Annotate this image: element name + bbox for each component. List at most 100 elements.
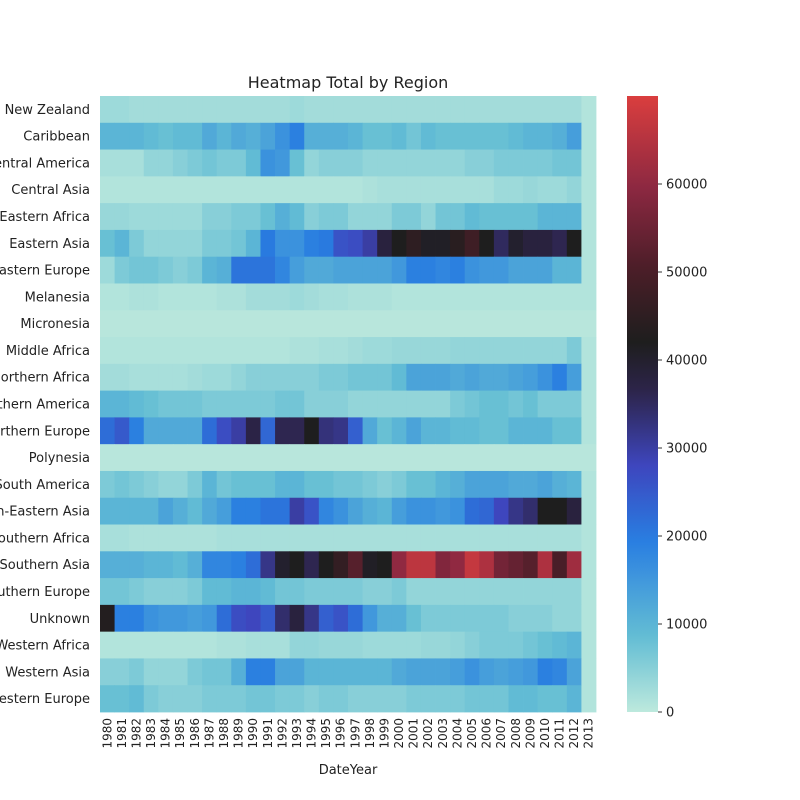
heatmap-cell xyxy=(362,96,378,124)
heatmap-cell xyxy=(202,229,218,258)
x-tick-label: 1999 xyxy=(377,718,391,749)
heatmap-cell xyxy=(391,390,407,418)
y-tick-label: Polynesia xyxy=(29,451,90,466)
heatmap-cell xyxy=(435,203,451,231)
heatmap-cell xyxy=(406,390,422,418)
heatmap-cell xyxy=(406,203,422,231)
heatmap-cell xyxy=(391,631,407,659)
heatmap-cell xyxy=(304,203,320,231)
heatmap-cell xyxy=(245,96,261,124)
heatmap-cell xyxy=(523,444,539,472)
heatmap-cell xyxy=(508,417,524,445)
heatmap-cell xyxy=(450,470,466,499)
heatmap-cell xyxy=(143,176,159,204)
heatmap-cell xyxy=(450,229,466,258)
heatmap-cell xyxy=(289,470,305,499)
heatmap-cell xyxy=(581,417,597,445)
heatmap-cell xyxy=(479,685,495,713)
heatmap-cell xyxy=(391,122,407,150)
heatmap-cell xyxy=(275,203,291,231)
heatmap-cell xyxy=(435,96,451,124)
x-tick-label: 1980 xyxy=(100,718,114,749)
heatmap-cell xyxy=(216,578,232,606)
heatmap-cell xyxy=(537,578,553,606)
heatmap-cell xyxy=(377,685,393,713)
heatmap-cell xyxy=(260,229,276,258)
heatmap-cell xyxy=(100,524,115,552)
heatmap-cell xyxy=(377,524,393,552)
heatmap-cell xyxy=(377,444,393,472)
heatmap-cell xyxy=(479,470,495,499)
heatmap-cell xyxy=(172,149,188,177)
x-axis-label: DateYear xyxy=(319,763,378,778)
heatmap-cell xyxy=(216,283,232,311)
heatmap-cell xyxy=(318,524,334,552)
heatmap-cell xyxy=(435,176,451,204)
heatmap-cell xyxy=(100,685,115,713)
heatmap-cell xyxy=(333,390,349,418)
heatmap-cell xyxy=(493,229,509,258)
heatmap-cell xyxy=(260,658,276,686)
heatmap-cell xyxy=(216,229,232,258)
colorbar-tick-label: 10000 xyxy=(666,618,707,633)
heatmap-cell xyxy=(581,685,597,713)
heatmap-cell xyxy=(289,363,305,392)
heatmap-cell xyxy=(202,604,218,633)
heatmap-cell xyxy=(275,176,291,204)
heatmap-cell xyxy=(100,122,115,150)
heatmap-cell xyxy=(435,229,451,258)
heatmap-cell xyxy=(158,96,174,124)
heatmap-cell xyxy=(129,256,145,284)
heatmap-cell xyxy=(377,229,393,258)
heatmap-cell xyxy=(581,256,597,284)
heatmap-cell xyxy=(420,176,436,204)
heatmap-cell xyxy=(348,578,363,606)
y-tick-label: Western Europe xyxy=(0,692,90,707)
heatmap-cell xyxy=(406,310,422,338)
heatmap-cell xyxy=(289,658,305,686)
heatmap-cell xyxy=(508,390,524,418)
heatmap-cell xyxy=(552,96,568,124)
heatmap-cell xyxy=(362,685,378,713)
heatmap-cell xyxy=(318,578,334,606)
heatmap-cell xyxy=(435,551,451,579)
heatmap-cell xyxy=(362,444,378,472)
heatmap-cell xyxy=(158,444,174,472)
y-tick-label: Western Africa xyxy=(0,639,90,654)
heatmap-cell xyxy=(420,96,436,124)
heatmap-cell xyxy=(260,283,276,311)
heatmap-cell xyxy=(479,310,495,338)
heatmap-cell xyxy=(231,524,247,552)
heatmap-cell xyxy=(158,310,174,338)
heatmap-cell xyxy=(100,417,115,445)
heatmap-cell xyxy=(552,578,568,606)
heatmap-cell xyxy=(333,417,349,445)
heatmap-cell xyxy=(231,604,247,633)
heatmap-cell xyxy=(187,363,203,392)
heatmap-cell xyxy=(523,631,539,659)
heatmap-cell xyxy=(581,444,597,472)
heatmap-cell xyxy=(435,283,451,311)
heatmap-cell xyxy=(114,578,130,606)
heatmap-cell xyxy=(333,578,349,606)
heatmap-cell xyxy=(552,283,568,311)
heatmap-cell xyxy=(493,176,509,204)
x-tick-label: 1988 xyxy=(217,718,231,749)
heatmap-cell xyxy=(493,363,509,392)
colorbar-tick-label: 0 xyxy=(666,706,674,721)
heatmap-cell xyxy=(362,551,378,579)
heatmap-cell xyxy=(260,176,276,204)
heatmap-cell xyxy=(523,283,539,311)
heatmap-cell xyxy=(304,578,320,606)
heatmap-cell xyxy=(202,497,218,525)
heatmap-cell xyxy=(100,149,115,177)
y-tick-label: Melanesia xyxy=(25,290,90,305)
heatmap-cell xyxy=(100,203,115,231)
heatmap-cell xyxy=(493,578,509,606)
heatmap-cell xyxy=(581,578,597,606)
heatmap-cell xyxy=(362,176,378,204)
heatmap-cell xyxy=(260,310,276,338)
x-tick-label: 1991 xyxy=(261,718,275,749)
heatmap-cell xyxy=(187,604,203,633)
heatmap-cell xyxy=(523,470,539,499)
